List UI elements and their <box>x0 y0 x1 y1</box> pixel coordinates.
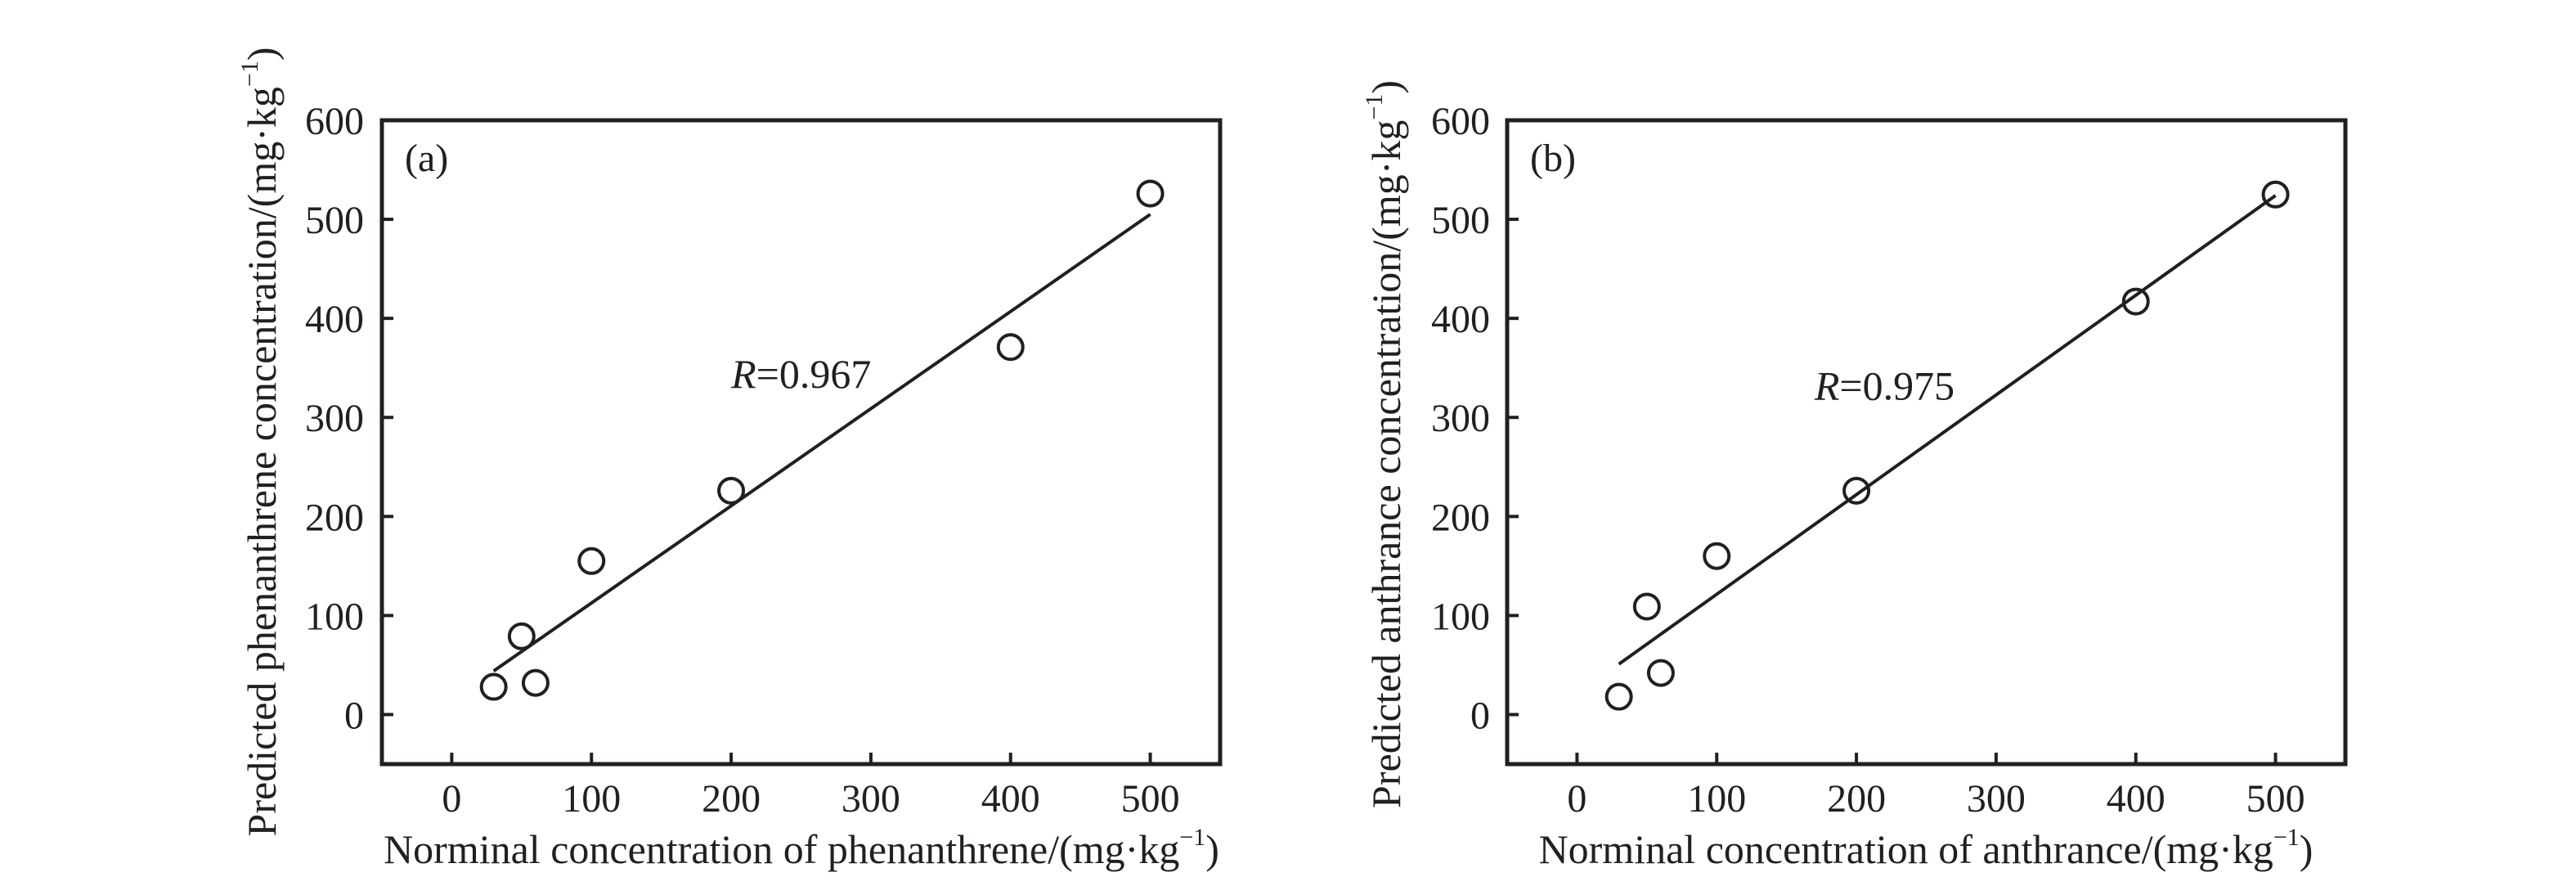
y-axis-label-text: Predicted phenanthrene concentration/(mg… <box>239 87 285 836</box>
data-point <box>1842 476 1871 505</box>
y-tick-label: 400 <box>1431 298 1490 341</box>
x-tick-label: 100 <box>562 777 621 821</box>
y-tick-label: 300 <box>305 397 364 440</box>
data-point <box>2261 180 2290 209</box>
x-axis-label: Norminal concentration of anthrance/(mg·… <box>1539 824 2313 872</box>
y-axis-label-superscript: −1 <box>1361 94 1388 120</box>
x-tick-label: 400 <box>981 777 1040 821</box>
x-axis-label-superscript: −1 <box>2273 824 2300 851</box>
chart-panel-a: 0 100 200 300 400 500 0 100 200 300 400 500 600 (a) R=… <box>236 47 1223 872</box>
x-tick-label: 500 <box>2246 777 2305 821</box>
x-tick-label: 200 <box>702 777 761 821</box>
x-axis-label-close: ) <box>2300 826 2313 872</box>
data-point <box>479 672 508 701</box>
chart-panel-b: 0 100 200 300 400 500 0 100 200 300 400 500 600 (b) R=… <box>1361 80 2348 872</box>
y-tick-label: 200 <box>305 496 364 539</box>
data-point <box>1604 682 1633 711</box>
data-point <box>1646 659 1675 687</box>
y-tick-label: 600 <box>305 100 364 143</box>
data-point <box>996 333 1025 362</box>
data-point <box>2121 287 2150 316</box>
y-axis-label-close: ) <box>239 47 285 61</box>
panel-label: (a) <box>405 137 448 180</box>
y-axis-label: Predicted phenanthrene concentration/(mg… <box>236 47 285 837</box>
y-axis-label-close: ) <box>1363 80 1409 94</box>
y-tick-label: 100 <box>305 595 364 638</box>
x-tick-label: 100 <box>1687 777 1746 821</box>
x-axis-label-text: Norminal concentration of phenanthrene/(… <box>384 826 1179 872</box>
x-tick-label: 300 <box>841 777 900 821</box>
x-tick-label: 300 <box>1967 777 2026 821</box>
y-tick-label: 300 <box>1431 397 1490 440</box>
y-tick-label: 500 <box>305 199 364 242</box>
y-tick-label: 600 <box>1431 100 1490 143</box>
data-point <box>717 476 746 505</box>
fit-line <box>492 213 1151 672</box>
y-axis-label: Predicted anthrance concentration/(mg·kg… <box>1361 80 1409 808</box>
y-tick-label: 200 <box>1431 496 1490 539</box>
data-point <box>507 622 536 650</box>
fit-line <box>1618 194 2277 666</box>
x-axis-label-text: Norminal concentration of anthrance/(mg·… <box>1539 826 2273 872</box>
correlation-value: =0.967 <box>756 351 872 397</box>
y-tick-label: 400 <box>305 298 364 341</box>
correlation-symbol: R <box>730 351 756 397</box>
y-axis-label-text: Predicted anthrance concentration/(mg·kg <box>1363 120 1409 808</box>
x-axis-label: Norminal concentration of phenanthrene/(… <box>384 824 1219 872</box>
x-tick-label: 400 <box>2107 777 2165 821</box>
panel-label: (b) <box>1530 137 1576 180</box>
correlation-value: =0.975 <box>1839 362 1954 408</box>
x-tick-label: 200 <box>1827 777 1886 821</box>
data-point <box>1632 592 1661 621</box>
x-tick-label: 500 <box>1121 777 1180 821</box>
correlation-annotation: R=0.967 <box>730 351 871 397</box>
plot-frame <box>379 118 1223 767</box>
y-tick-label: 0 <box>1470 694 1490 737</box>
data-point <box>1136 179 1165 208</box>
data-point <box>1703 542 1731 570</box>
x-tick-label: 0 <box>1567 777 1586 821</box>
y-tick-label: 500 <box>1431 199 1490 242</box>
y-tick-label: 0 <box>344 694 364 737</box>
data-point <box>577 546 606 575</box>
x-axis-label-close: ) <box>1205 826 1219 872</box>
y-tick-label: 100 <box>1431 595 1490 638</box>
data-point <box>521 668 550 697</box>
plot-frame <box>1505 118 2348 767</box>
x-tick-label: 0 <box>442 777 461 821</box>
correlation-symbol: R <box>1814 362 1840 408</box>
y-axis-label-superscript: −1 <box>236 61 263 87</box>
correlation-annotation: R=0.975 <box>1814 362 1954 408</box>
x-axis-label-superscript: −1 <box>1179 824 1205 851</box>
